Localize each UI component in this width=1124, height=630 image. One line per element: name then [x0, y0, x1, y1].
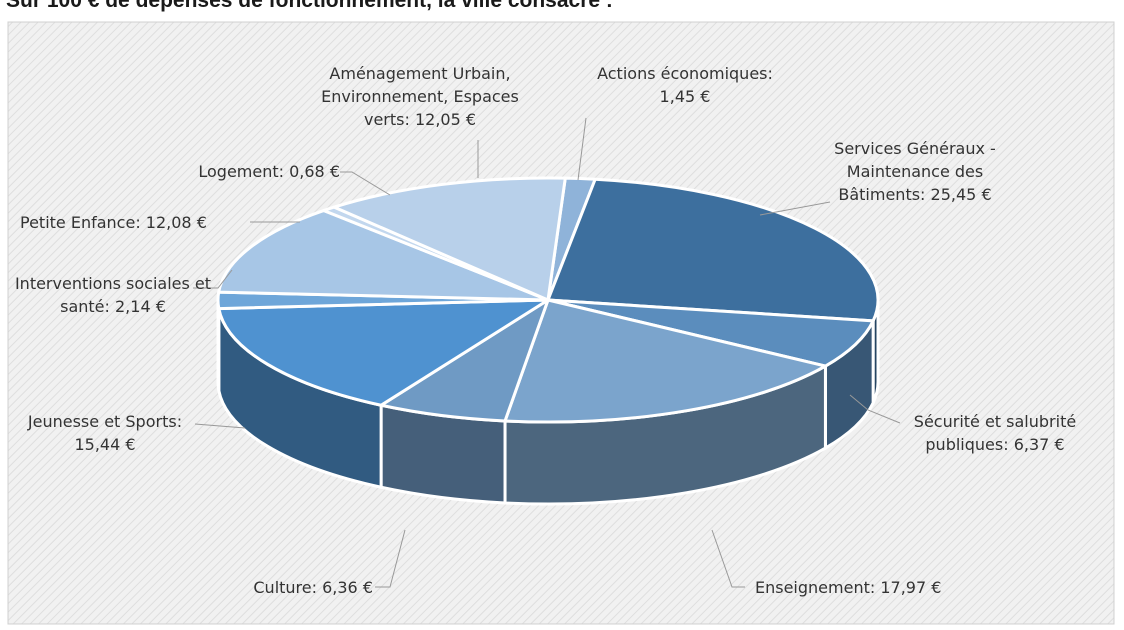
leader-lines: [193, 117, 901, 588]
slice-label: Sécurité et salubrité publiques: 6,37 €: [895, 410, 1095, 456]
slice-label: Aménagement Urbain, Environnement, Espac…: [300, 62, 540, 131]
slice: [546, 177, 880, 323]
value-label: 12,05 €: [414, 110, 477, 129]
category-name: Jeunesse et Sports:: [27, 412, 183, 431]
category-name: Logement:: [198, 162, 285, 181]
slice: [217, 298, 550, 407]
category-name: Culture:: [253, 578, 318, 597]
value-label: 0,68 €: [289, 162, 340, 181]
category-name: Sécurité et salubrité publiques:: [913, 412, 1077, 454]
slice: [503, 298, 827, 424]
slice-label: Interventions sociales et santé: 2,14 €: [8, 272, 218, 318]
chart-title: Sur 100 € de dépenses de fonctionnement,…: [6, 0, 613, 12]
category-name: Actions économiques:: [597, 64, 773, 83]
slice-label: Logement: 0,68 €: [170, 160, 340, 183]
value-label: 12,08 €: [145, 213, 207, 232]
category-name: Aménagement Urbain, Environnement, Espac…: [321, 64, 519, 129]
category-name: Enseignement:: [755, 578, 876, 597]
category-name: Petite Enfance:: [20, 213, 141, 232]
value-label: 25,45 €: [930, 185, 992, 204]
category-name: Interventions sociales et santé:: [14, 274, 212, 316]
slice: [546, 298, 875, 368]
value-label: 15,44 €: [74, 435, 136, 454]
value-label: 2,14 €: [115, 297, 166, 316]
value-label: 17,97 €: [880, 578, 942, 597]
value-label: 6,37 €: [1013, 435, 1065, 454]
slice: [332, 176, 567, 302]
value-label: 6,36 €: [322, 578, 373, 597]
pie: [216, 176, 880, 506]
slice-label: Petite Enfance: 12,08 €: [20, 211, 250, 234]
value-label: 1,45 €: [659, 87, 711, 106]
slice: [379, 298, 550, 423]
slice-label: Services Généraux - Maintenance des Bâti…: [810, 137, 1020, 206]
slice-label: Enseignement: 17,97 €: [755, 576, 995, 599]
slice-label: Culture: 6,36 €: [233, 576, 373, 599]
slice-label: Actions économiques: 1,45 €: [580, 62, 790, 108]
category-name: Services Généraux - Maintenance des Bâti…: [834, 139, 996, 204]
slice-label: Jeunesse et Sports: 15,44 €: [10, 410, 200, 456]
